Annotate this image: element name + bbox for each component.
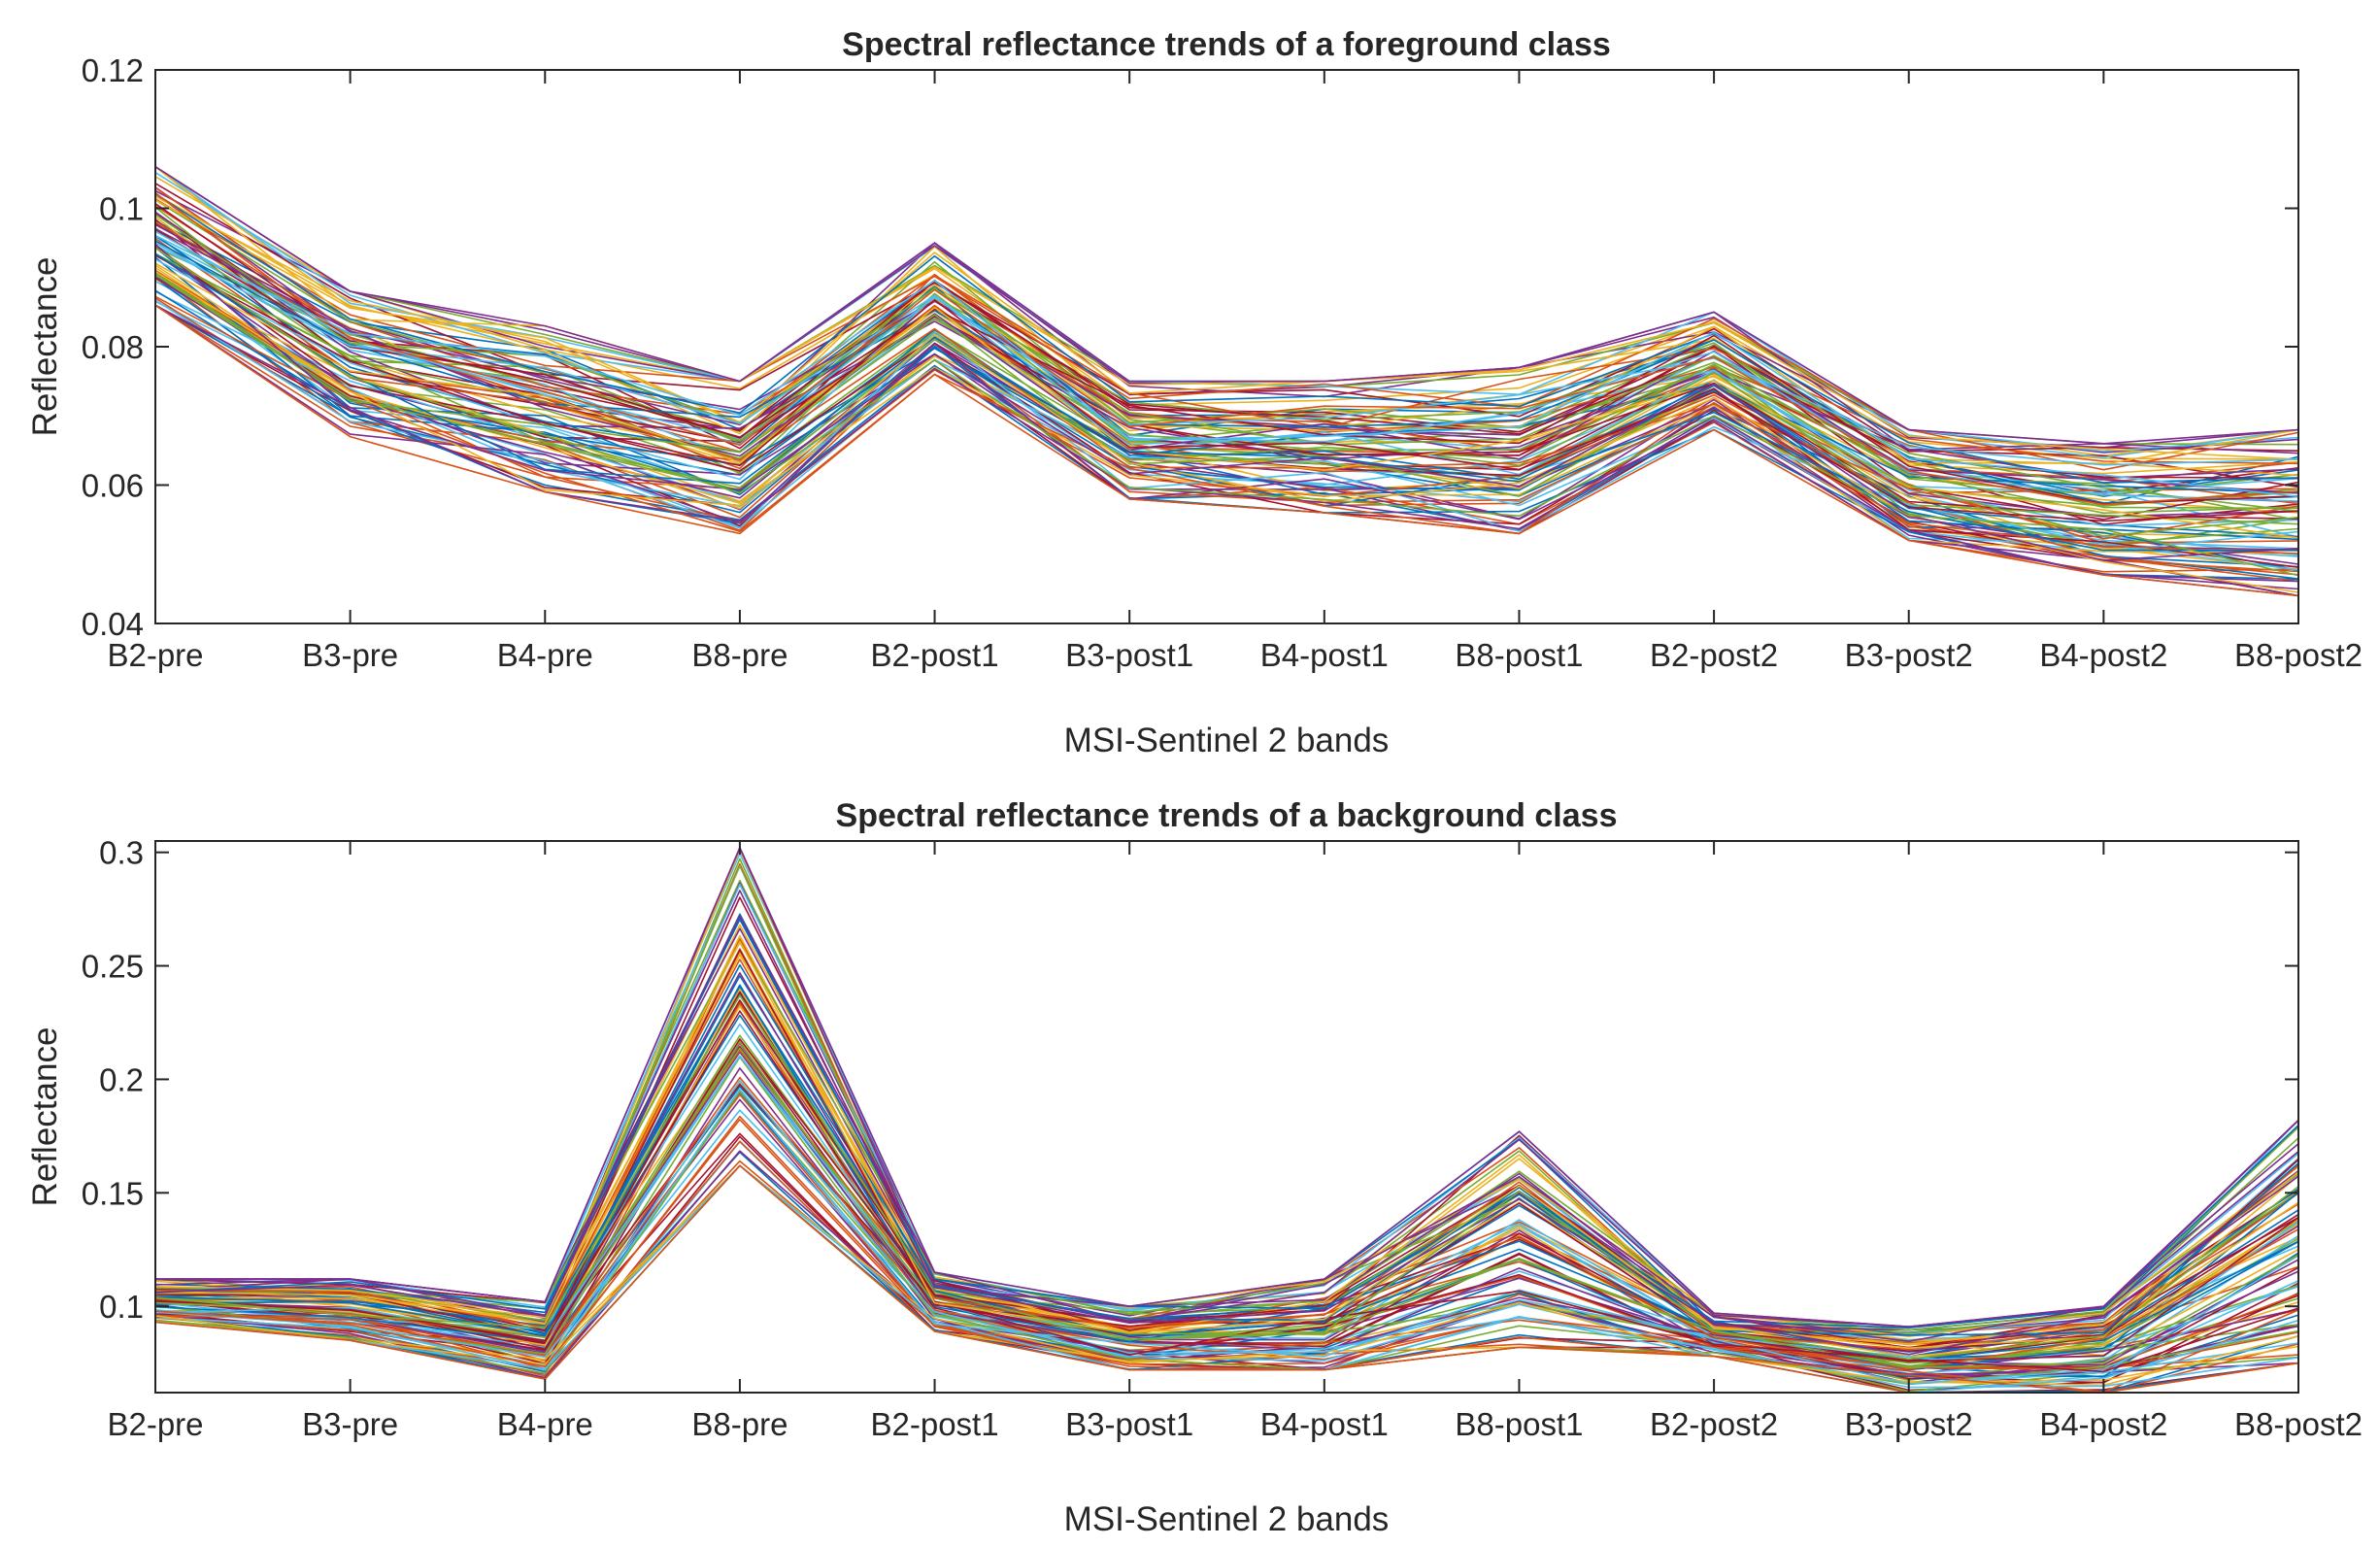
series-line xyxy=(154,963,2299,1336)
series-layer xyxy=(154,166,2299,597)
series-line xyxy=(154,890,2299,1356)
x-tick-label: B3-pre xyxy=(302,637,398,673)
x-tick-label: B3-pre xyxy=(302,1406,398,1442)
series-line xyxy=(154,941,2299,1331)
series-line xyxy=(154,247,2299,577)
x-tick-label: B2-post2 xyxy=(1650,1406,1778,1442)
y-tick-label: 0.1 xyxy=(99,191,144,227)
series-line xyxy=(154,214,2299,513)
chart-title: Spectral reflectance trends of a foregro… xyxy=(842,26,1611,63)
x-tick-label: B4-post2 xyxy=(2039,1406,2167,1442)
x-tick-label: B2-post1 xyxy=(870,1406,998,1442)
series-line xyxy=(154,274,2299,537)
x-tick-label: B8-post1 xyxy=(1455,637,1583,673)
y-tick-label: 0.2 xyxy=(99,1061,144,1097)
series-line-min xyxy=(154,304,2299,597)
x-tick-label: B2-post2 xyxy=(1650,637,1778,673)
chart-panel-background: B2-pre B3-pre B4-pre B8-pre B2-post1 B3-post1… xyxy=(26,797,2363,1538)
series-line xyxy=(154,1010,2299,1373)
x-tick-label: B8-post2 xyxy=(2234,1406,2363,1442)
series-line xyxy=(154,270,2299,555)
y-tick-label: 0.1 xyxy=(99,1289,144,1325)
ticks-layer: B2-pre B3-pre B4-pre B8-pre B2-post1 B3-post1… xyxy=(82,835,2363,1442)
x-tick-label: B2-pre xyxy=(107,637,203,673)
series-line xyxy=(154,195,2299,477)
series-line xyxy=(154,240,2299,504)
series-line xyxy=(154,203,2299,505)
series-line xyxy=(154,198,2299,471)
x-tick-label: B4-pre xyxy=(497,1406,593,1442)
series-line xyxy=(154,295,2299,555)
x-axis-label: MSI-Sentinel 2 bands xyxy=(1064,722,1390,759)
x-tick-label: B4-pre xyxy=(497,637,593,673)
series-line xyxy=(154,212,2299,521)
series-line xyxy=(154,940,2299,1349)
series-line xyxy=(154,994,2299,1361)
series-line xyxy=(154,1047,2299,1369)
y-axis-label: Reflectance xyxy=(26,1027,64,1207)
series-line-max xyxy=(154,166,2299,445)
series-line-max xyxy=(155,846,2299,1328)
series-line xyxy=(154,984,2299,1370)
x-tick-label: B3-post2 xyxy=(1845,637,1973,673)
series-line xyxy=(154,916,2299,1329)
y-tick-label: 0.04 xyxy=(82,606,144,642)
x-tick-label: B2-post1 xyxy=(870,637,998,673)
axes-frame xyxy=(154,840,2299,1394)
x-tick-label: B4-post2 xyxy=(2039,637,2167,673)
y-tick-label: 0.12 xyxy=(82,52,144,88)
series-line xyxy=(154,949,2299,1362)
x-tick-label: B3-post2 xyxy=(1845,1406,1973,1442)
series-line xyxy=(154,234,2299,498)
series-line xyxy=(154,230,2299,466)
series-line xyxy=(154,193,2299,475)
series-line xyxy=(154,254,2299,522)
series-line xyxy=(154,304,2299,597)
x-tick-label: B4-post1 xyxy=(1260,1406,1389,1442)
series-line xyxy=(154,304,2299,583)
series-line xyxy=(154,924,2299,1337)
series-line xyxy=(154,1119,2299,1394)
y-tick-label: 0.08 xyxy=(82,329,144,365)
y-axis-label: Reflectance xyxy=(26,257,64,437)
series-line xyxy=(154,227,2299,494)
series-line xyxy=(154,191,2299,506)
y-tick-label: 0.25 xyxy=(82,949,144,985)
y-tick-label: 0.06 xyxy=(82,468,144,504)
series-line xyxy=(154,272,2299,525)
x-tick-label: B8-post2 xyxy=(2234,637,2363,673)
x-tick-label: B4-post1 xyxy=(1260,637,1389,673)
series-line xyxy=(154,290,2299,553)
chart-title: Spectral reflectance trends of a backgro… xyxy=(836,797,1618,834)
x-tick-label: B8-pre xyxy=(691,637,788,673)
x-tick-label: B8-post1 xyxy=(1455,1406,1583,1442)
chart-panel-foreground: B2-pre B3-pre B4-pre B8-pre B2-post1 B3-post1… xyxy=(26,26,2363,759)
series-line xyxy=(154,1088,2299,1385)
y-tick-label: 0.15 xyxy=(82,1175,144,1211)
ticks-layer: B2-pre B3-pre B4-pre B8-pre B2-post1 B3-post1… xyxy=(82,52,2363,673)
series-line xyxy=(154,176,2299,460)
series-layer xyxy=(154,846,2299,1394)
series-line xyxy=(154,243,2299,561)
x-axis-label: MSI-Sentinel 2 bands xyxy=(1064,1500,1390,1538)
series-line xyxy=(154,166,2299,460)
x-tick-label: B2-pre xyxy=(107,1406,203,1442)
series-line xyxy=(154,246,2299,540)
series-line xyxy=(154,280,2299,556)
y-tick-label: 0.3 xyxy=(99,835,144,871)
x-tick-label: B3-post1 xyxy=(1065,1406,1193,1442)
x-tick-label: B8-pre xyxy=(691,1406,788,1442)
x-tick-label: B3-post1 xyxy=(1065,637,1193,673)
series-line xyxy=(154,274,2299,573)
